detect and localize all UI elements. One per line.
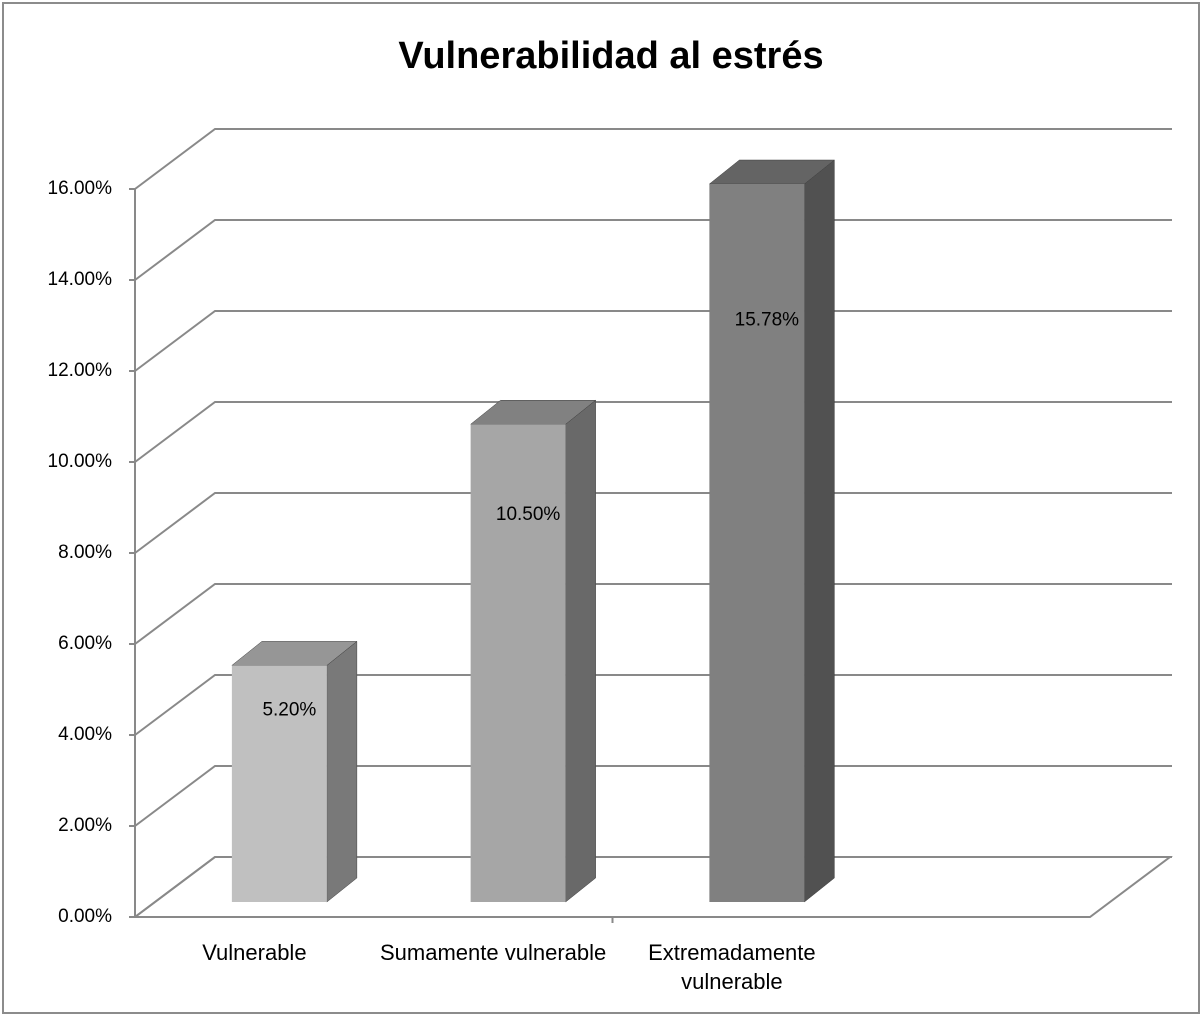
data-label: 5.20% bbox=[262, 699, 316, 720]
y-tick-label: 4.00% bbox=[58, 724, 112, 745]
grid-line bbox=[134, 674, 1172, 736]
x-tick-label: Sumamente vulnerable bbox=[380, 940, 607, 965]
grid-line bbox=[134, 401, 1172, 463]
bar-side bbox=[565, 399, 596, 903]
y-tick-label: 14.00% bbox=[48, 269, 113, 290]
y-tick-label: 10.00% bbox=[48, 451, 113, 472]
y-tick-label: 12.00% bbox=[48, 360, 113, 381]
y-tick-label: 6.00% bbox=[58, 633, 112, 654]
x-tick-label: Vulnerable bbox=[202, 940, 307, 965]
grid-line bbox=[134, 310, 1172, 372]
y-tick-label: 2.00% bbox=[58, 815, 112, 836]
bar bbox=[709, 184, 805, 902]
bar bbox=[470, 424, 566, 902]
grid-line bbox=[134, 128, 1172, 190]
bar-side bbox=[804, 159, 835, 903]
bar-side bbox=[326, 640, 358, 903]
grid-line bbox=[134, 856, 1172, 918]
grid-line bbox=[134, 583, 1172, 645]
y-tick-label: 0.00% bbox=[58, 906, 112, 927]
grid-line bbox=[134, 492, 1172, 554]
data-label: 10.50% bbox=[496, 504, 561, 525]
grid-line bbox=[134, 219, 1172, 281]
grid-line bbox=[134, 765, 1172, 827]
data-label: 15.78% bbox=[735, 309, 800, 330]
y-tick-label: 8.00% bbox=[58, 542, 112, 563]
x-tick-label: Extremadamente vulnerable bbox=[648, 940, 816, 994]
chart-title: Vulnerabilidad al estrés bbox=[398, 35, 823, 77]
bar bbox=[231, 665, 327, 902]
y-tick-label: 16.00% bbox=[48, 178, 113, 199]
